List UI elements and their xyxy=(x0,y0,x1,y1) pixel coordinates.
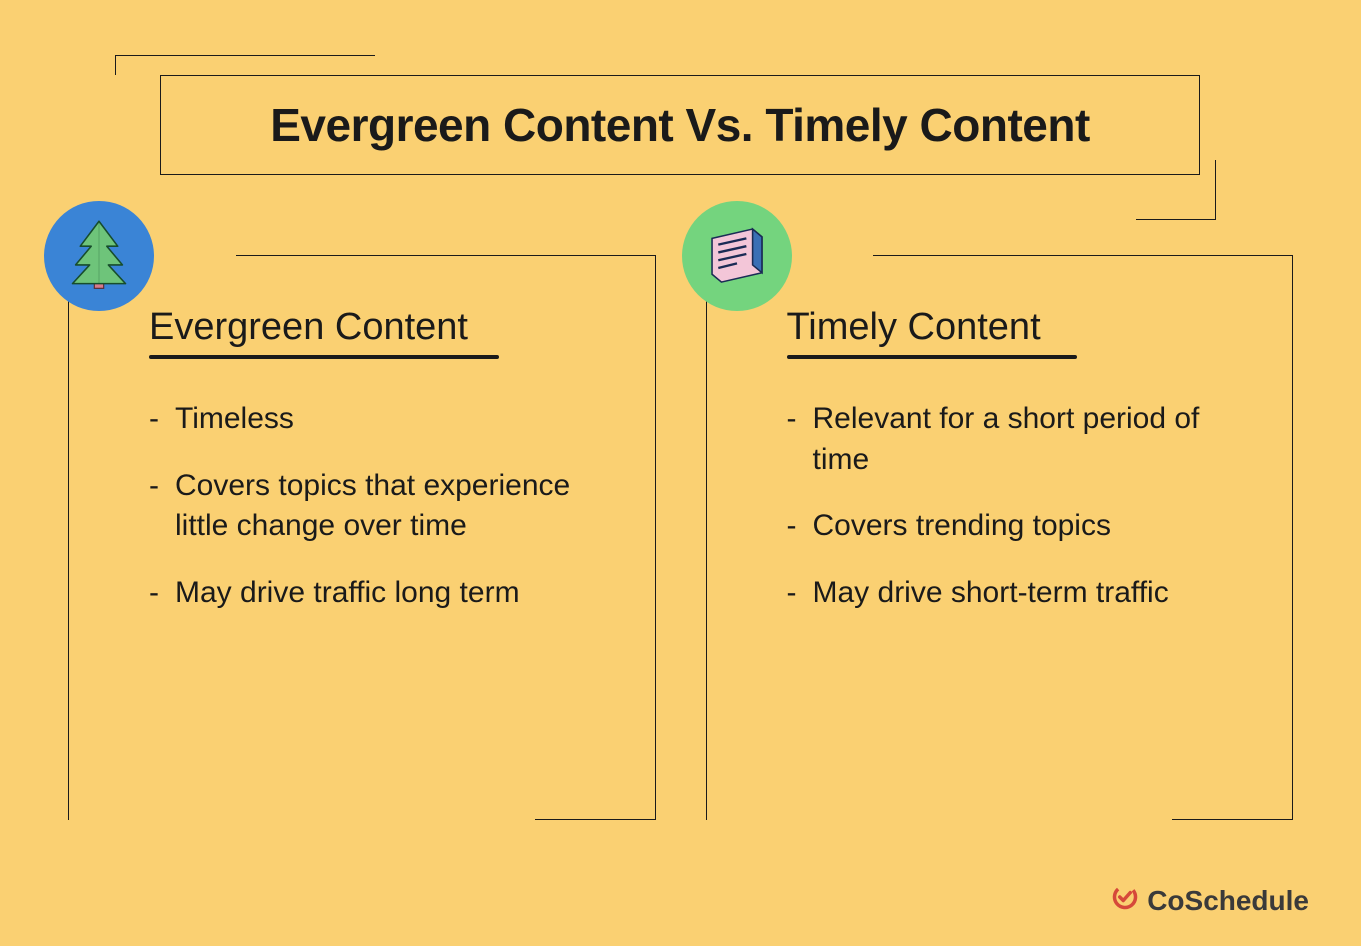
list-item: May drive traffic long term xyxy=(149,573,600,614)
panel-border-segment xyxy=(236,255,656,256)
heading-underline xyxy=(787,355,1077,359)
timely-badge xyxy=(682,201,792,311)
newspaper-icon xyxy=(698,215,776,298)
panel-timely: Timely Content Relevant for a short peri… xyxy=(706,255,1294,820)
list-item: Relevant for a short period of time xyxy=(787,399,1238,480)
panel-border-segment xyxy=(706,819,1136,820)
tree-icon xyxy=(60,215,138,298)
panel-heading-timely: Timely Content xyxy=(787,306,1238,349)
panel-border-segment xyxy=(68,819,498,820)
list-item: Covers topics that experience little cha… xyxy=(149,466,600,547)
list-item: May drive short-term traffic xyxy=(787,573,1238,614)
columns-row: Evergreen Content Timeless Covers topics… xyxy=(68,255,1293,820)
bullet-list-evergreen: Timeless Covers topics that experience l… xyxy=(149,399,600,613)
panel-border-segment xyxy=(873,255,1293,256)
list-item: Covers trending topics xyxy=(787,506,1238,547)
list-item: Timeless xyxy=(149,399,600,440)
panel-heading-evergreen: Evergreen Content xyxy=(149,306,600,349)
evergreen-badge xyxy=(44,201,154,311)
coschedule-mark-icon xyxy=(1111,883,1139,918)
panel-evergreen: Evergreen Content Timeless Covers topics… xyxy=(68,255,656,820)
footer-logo: CoSchedule xyxy=(1111,883,1309,918)
title-box: Evergreen Content Vs. Timely Content xyxy=(160,75,1200,175)
title-bracket-top-left xyxy=(115,55,375,75)
title-bracket-bottom-right xyxy=(1136,160,1216,220)
heading-underline xyxy=(149,355,499,359)
footer-brand-text: CoSchedule xyxy=(1147,885,1309,917)
bullet-list-timely: Relevant for a short period of time Cove… xyxy=(787,399,1238,613)
page-title: Evergreen Content Vs. Timely Content xyxy=(270,98,1090,152)
